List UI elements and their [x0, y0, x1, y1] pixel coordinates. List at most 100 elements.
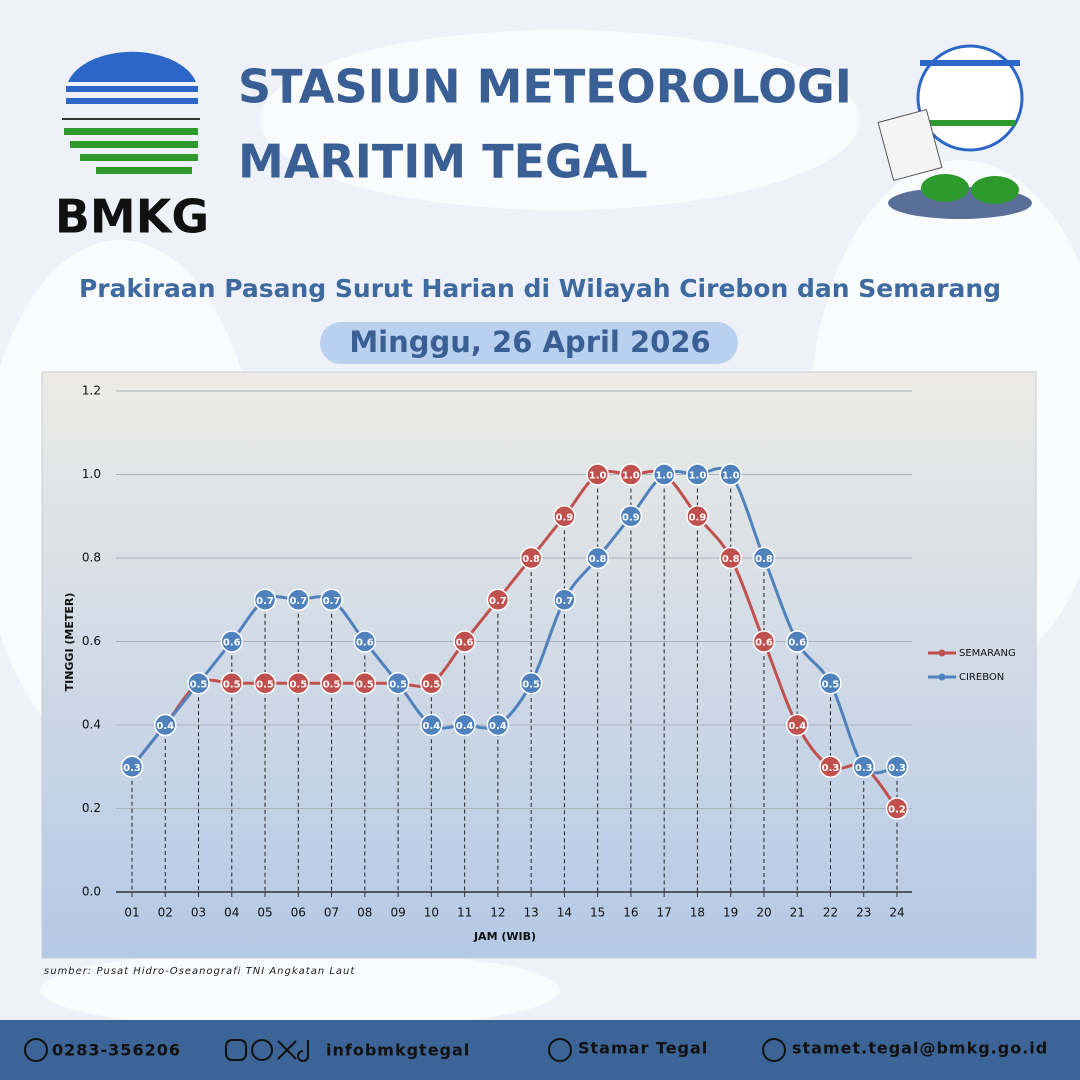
data-label: 0.7: [323, 596, 341, 607]
y-tick-label: 0.6: [82, 634, 101, 648]
title: STASIUN METEOROLOGI: [238, 60, 852, 114]
x-tick-label: 08: [357, 906, 372, 920]
x-tick-label: 13: [523, 906, 538, 920]
data-label: 0.9: [556, 512, 574, 523]
y-tick-label: 0.4: [82, 718, 101, 732]
y-tick-label: 0.8: [82, 551, 101, 565]
footer-phone: 0283-356206: [52, 1041, 181, 1060]
data-label: 1.0: [589, 471, 607, 482]
y-tick-label: 1.2: [82, 384, 101, 398]
data-label: 0.8: [755, 554, 773, 565]
data-label: 0.4: [456, 721, 474, 732]
data-label: 0.9: [689, 512, 707, 523]
data-label: 0.5: [223, 679, 241, 690]
x-tick-label: 20: [756, 906, 771, 920]
x-tick-label: 15: [590, 906, 605, 920]
point: [320, 672, 343, 695]
data-label: 0.2: [888, 805, 906, 816]
point: [519, 546, 543, 570]
data-label: 0.6: [356, 638, 374, 649]
x-tick-label: 07: [324, 906, 339, 920]
point: [752, 546, 776, 570]
point: [752, 630, 776, 653]
point: [386, 672, 410, 695]
data-label: 0.4: [422, 721, 440, 732]
data-label: 0.8: [522, 554, 540, 565]
point: [719, 546, 742, 570]
x-tick-label: 18: [690, 906, 705, 920]
point: [686, 505, 709, 528]
data-label: 0.4: [489, 721, 507, 732]
data-label: 0.6: [456, 638, 474, 649]
x-axis-title: JAM (WIB): [473, 930, 536, 943]
x-tick-label: 24: [889, 906, 904, 920]
data-label: 0.5: [389, 679, 407, 690]
point: [486, 713, 510, 737]
point: [652, 463, 676, 486]
x-tick-label: 10: [424, 906, 439, 920]
x-tick-label: 12: [490, 906, 505, 920]
point: [120, 755, 144, 778]
data-label: 0.7: [556, 596, 574, 607]
point: [619, 463, 643, 486]
point: [586, 546, 609, 570]
legend-label: CIREBON: [959, 672, 1004, 683]
logo: BMKG: [55, 51, 209, 244]
x-tick-label: 16: [623, 906, 638, 920]
data-label: 0.5: [422, 679, 440, 690]
point: [785, 713, 809, 737]
data-label: 0.5: [522, 679, 540, 690]
data-label: 0.4: [788, 721, 806, 732]
x-tick-label: 05: [257, 906, 272, 920]
point: [553, 505, 576, 528]
point: [287, 588, 310, 611]
x-tick-label: 04: [224, 906, 239, 920]
point: [453, 713, 476, 737]
point: [320, 588, 343, 611]
legend-label: SEMARANG: [959, 648, 1016, 659]
y-axis-title: TINGGI (METER): [63, 593, 76, 692]
data-label: 1.0: [689, 471, 707, 482]
footer-social: infobmkgtegal: [326, 1041, 470, 1060]
x-tick-label: 14: [557, 906, 572, 920]
point: [253, 588, 277, 611]
point: [220, 630, 244, 653]
data-label: 0.4: [156, 721, 174, 732]
point: [719, 463, 742, 486]
data-label: 1.0: [722, 471, 740, 482]
point: [453, 630, 476, 653]
data-label: 0.5: [289, 679, 307, 690]
point: [885, 797, 909, 820]
data-label: 1.0: [622, 471, 640, 482]
data-label: 0.6: [755, 638, 773, 649]
point: [852, 755, 875, 778]
y-tick-label: 0.0: [82, 885, 101, 899]
footer-icons: [24, 1038, 786, 1062]
point: [819, 672, 842, 695]
data-label: 0.3: [123, 763, 141, 774]
point: [187, 672, 210, 695]
date: Minggu, 26 April 2026: [349, 325, 710, 359]
data-label: 0.5: [190, 679, 208, 690]
x-tick-label: 03: [191, 906, 206, 920]
point: [253, 672, 277, 695]
footer-youtube: Stamar Tegal: [578, 1039, 708, 1058]
data-label: 0.5: [356, 679, 374, 690]
x-tick-label: 19: [723, 906, 738, 920]
point: [287, 672, 310, 695]
x-tick-label: 09: [390, 906, 405, 920]
y-tick-label: 0.2: [82, 801, 101, 815]
x-tick-label: 06: [291, 906, 306, 920]
source: sumber: Pusat Hidro-Oseanografi TNI Angk…: [44, 966, 355, 977]
point: [819, 755, 842, 778]
point: [353, 630, 377, 653]
data-label: 0.7: [256, 596, 274, 607]
data-label: 0.6: [788, 638, 806, 649]
logo-text: BMKG: [55, 190, 209, 244]
point: [686, 463, 709, 486]
point: [420, 672, 443, 695]
data-label: 0.8: [722, 554, 740, 565]
point: [619, 505, 643, 528]
